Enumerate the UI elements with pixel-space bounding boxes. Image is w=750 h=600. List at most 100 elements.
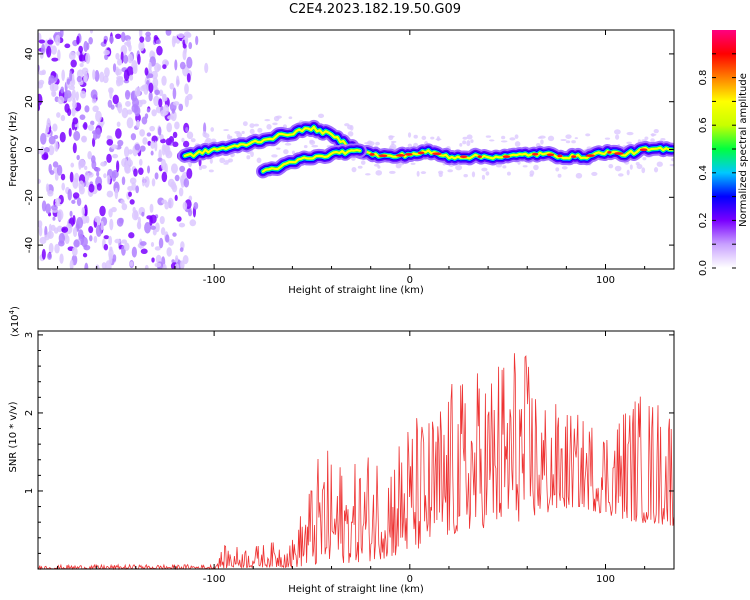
noise-blob — [435, 138, 442, 141]
noise-blob — [121, 107, 129, 119]
noise-blob — [38, 32, 42, 42]
noise-blob — [375, 141, 380, 146]
noise-blob — [154, 172, 159, 180]
noise-blob — [174, 194, 178, 201]
noise-blob — [48, 75, 56, 84]
noise-blob — [172, 131, 178, 139]
y-tick-label: 20 — [24, 95, 35, 108]
noise-blob — [174, 174, 180, 182]
y-tick-label: 0 — [24, 146, 35, 152]
noise-blob — [357, 165, 363, 169]
noise-blob — [45, 203, 51, 214]
noise-blob — [181, 137, 185, 143]
noise-blob — [52, 91, 57, 97]
noise-blob — [533, 164, 539, 171]
noise-blob — [76, 75, 82, 83]
noise-blob — [193, 202, 199, 210]
noise-blob — [488, 139, 495, 142]
noise-blob — [52, 123, 58, 132]
noise-blob — [351, 166, 357, 173]
noise-blob — [146, 108, 151, 113]
noise-blob — [89, 235, 93, 242]
noise-blob — [509, 137, 516, 141]
noise-blob — [54, 172, 59, 181]
noise-blob — [129, 177, 137, 185]
noise-blob — [142, 137, 148, 145]
noise-blob — [178, 103, 184, 112]
noise-blob — [77, 229, 84, 239]
noise-blob — [51, 57, 59, 62]
colorbar-tick-label: 0.8 — [698, 70, 709, 86]
noise-blob — [138, 41, 145, 52]
noise-blob — [204, 133, 210, 139]
noise-blob — [614, 129, 621, 135]
noise-blob — [182, 201, 188, 211]
noise-blob — [575, 172, 583, 179]
noise-blob — [174, 263, 180, 269]
noise-blob — [276, 147, 281, 150]
noise-blob — [41, 69, 46, 76]
noise-blob — [43, 151, 49, 160]
noise-blob — [591, 171, 598, 176]
noise-blob — [47, 39, 54, 45]
noise-blob — [140, 248, 148, 255]
signal-track-peak — [432, 152, 442, 156]
noise-blob — [120, 199, 125, 205]
noise-blob — [95, 224, 102, 237]
noise-blob — [139, 99, 147, 105]
noise-blob — [641, 167, 646, 174]
snr-frame — [37, 330, 675, 570]
noise-blob — [407, 143, 413, 148]
noise-blob — [64, 43, 71, 49]
noise-blob — [203, 122, 207, 135]
noise-blob — [88, 226, 94, 234]
noise-blob — [162, 64, 167, 70]
noise-blob — [61, 182, 66, 191]
noise-blob — [344, 123, 350, 127]
noise-blob — [161, 171, 168, 183]
noise-blob — [186, 93, 193, 101]
noise-blob — [139, 145, 146, 152]
noise-blob — [139, 241, 147, 246]
noise-blob — [124, 89, 131, 100]
noise-blob — [144, 264, 149, 269]
noise-blob — [529, 170, 535, 176]
colorbar-tick-label: 0.6 — [698, 117, 709, 133]
noise-blob — [459, 142, 463, 147]
noise-blob — [99, 205, 106, 217]
noise-blob — [195, 35, 199, 46]
noise-blob — [130, 133, 137, 141]
noise-blob — [106, 175, 111, 185]
noise-blob — [145, 31, 151, 37]
noise-blob — [201, 164, 207, 169]
noise-blob — [152, 77, 159, 89]
noise-blob — [561, 166, 568, 170]
noise-blob — [81, 135, 87, 142]
noise-blob — [109, 35, 114, 44]
spectrogram-panel: -100 0 100 -40 -20 0 20 40 Height of straight l… — [8, 29, 749, 296]
noise-blob — [144, 222, 152, 234]
snr-panel: -100 0 100 1 2 3 Height of straight line (km)… — [8, 306, 675, 595]
noise-blob — [158, 89, 164, 97]
noise-blob — [565, 134, 572, 139]
noise-blob — [283, 149, 289, 155]
noise-blob — [92, 105, 99, 113]
spectrogram-axes: -100 0 100 -40 -20 0 20 40 — [24, 30, 674, 286]
noise-blob — [166, 247, 172, 257]
noise-blob — [54, 141, 59, 152]
noise-blob — [59, 30, 64, 38]
noise-blob — [172, 87, 177, 100]
noise-blob — [69, 210, 73, 217]
noise-blob — [438, 172, 443, 178]
noise-blob — [151, 109, 157, 117]
noise-blob — [47, 190, 54, 197]
noise-blob — [104, 53, 109, 61]
noise-blob — [156, 64, 162, 71]
noise-blob — [41, 43, 46, 55]
noise-blob — [118, 217, 124, 224]
noise-blob — [186, 168, 193, 180]
noise-blob — [158, 126, 162, 136]
noise-blob — [147, 165, 151, 174]
noise-blob — [115, 52, 120, 60]
noise-blob — [264, 119, 271, 122]
